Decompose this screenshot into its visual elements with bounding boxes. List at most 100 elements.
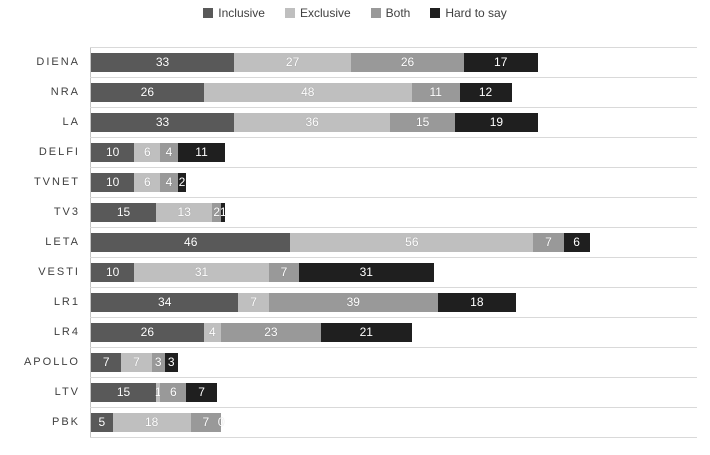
bar-segment-hard-to-say: 7 xyxy=(186,382,217,402)
legend-label: Hard to say xyxy=(445,6,507,20)
category-label-lr4: LR4 xyxy=(53,326,80,338)
gridline xyxy=(90,377,697,378)
gridline xyxy=(90,137,697,138)
bar-value-label: 10 xyxy=(105,265,120,279)
bar-segment-inclusive: 26 xyxy=(91,82,204,102)
bar-value-label: 26 xyxy=(400,55,415,69)
bar-segment-both: 4 xyxy=(160,142,178,162)
bar-segment-both: 39 xyxy=(268,292,438,312)
bar-value-label: 4 xyxy=(209,325,216,339)
bar-value-label: 7 xyxy=(198,385,205,399)
legend-item-hard-to-say: Hard to say xyxy=(430,6,507,20)
category-label-la: LA xyxy=(62,116,80,128)
legend-label: Inclusive xyxy=(218,6,265,20)
gridline xyxy=(90,227,697,228)
bar-segment-hard-to-say: 17 xyxy=(463,52,538,72)
category-label-leta: LETA xyxy=(45,236,80,248)
category-label-tv3: TV3 xyxy=(53,206,80,218)
bar-segment-hard-to-say: 6 xyxy=(563,232,590,252)
bar-value-label: 12 xyxy=(478,85,493,99)
bar-value-label: 33 xyxy=(155,55,170,69)
bar-row-pbk: 5 18 7 0 xyxy=(91,412,224,432)
bar-value-label: 48 xyxy=(301,85,315,99)
bar-segment-hard-to-say: 18 xyxy=(437,292,516,312)
bar-segment-inclusive: 26 xyxy=(91,322,204,342)
bar-segment-inclusive: 5 xyxy=(91,412,113,432)
bar-value-label: 26 xyxy=(140,325,155,339)
bar-segment-inclusive: 15 xyxy=(91,382,157,402)
bar-value-label: 7 xyxy=(102,355,110,369)
gridline xyxy=(90,317,697,318)
bar-segment-both: 7 xyxy=(190,412,222,432)
bar-value-label: 11 xyxy=(429,85,442,99)
bar-segment-exclusive: 6 xyxy=(134,172,161,192)
y-axis-line xyxy=(90,47,91,438)
bar-segment-both: 15 xyxy=(390,112,456,132)
bar-segment-inclusive: 10 xyxy=(91,142,135,162)
bar-segment-both: 26 xyxy=(351,52,464,72)
bar-segment-inclusive: 10 xyxy=(91,172,135,192)
category-label-nra: NRA xyxy=(50,86,80,98)
bar-segment-exclusive: 31 xyxy=(134,262,269,282)
category-label-pbk: PBK xyxy=(51,416,80,428)
legend-swatch-exclusive-icon xyxy=(284,8,295,18)
bar-segment-exclusive: 56 xyxy=(290,232,534,252)
bar-row-delfi: 10 6 4 11 xyxy=(91,142,226,162)
legend-swatch-both-icon xyxy=(370,8,381,18)
gridline xyxy=(90,167,697,168)
bar-value-label: 15 xyxy=(116,205,131,219)
bar-value-label: 34 xyxy=(158,295,172,309)
bar-value-label: 26 xyxy=(140,85,155,99)
bar-row-lr1: 34 7 39 18 xyxy=(91,292,516,312)
category-label-tvnet: TVNET xyxy=(33,176,80,188)
bar-segment-hard-to-say: 3 xyxy=(164,352,178,372)
bar-segment-exclusive: 27 xyxy=(234,52,352,72)
bar-value-label: 1 xyxy=(154,385,162,399)
bar-segment-exclusive: 7 xyxy=(121,352,152,372)
bar-value-label: 18 xyxy=(470,295,484,309)
bar-value-label: 7 xyxy=(250,295,257,309)
gridline xyxy=(90,287,697,288)
bar-segment-inclusive: 33 xyxy=(91,112,235,132)
bar-value-label: 0 xyxy=(217,415,225,429)
bar-value-label: 10 xyxy=(105,145,120,159)
legend-item-both: Both xyxy=(370,6,411,20)
bar-value-label: 39 xyxy=(346,295,360,309)
bar-row-la: 33 36 15 19 xyxy=(91,112,538,132)
bar-segment-hard-to-say: 31 xyxy=(299,262,434,282)
bar-segment-exclusive: 7 xyxy=(238,292,269,312)
bar-segment-exclusive: 48 xyxy=(203,82,412,102)
bar-value-label: 18 xyxy=(145,415,159,429)
legend-label: Both xyxy=(385,6,411,20)
bar-value-label: 31 xyxy=(194,265,209,279)
gridline xyxy=(90,347,697,348)
bar-segment-hard-to-say: 2 xyxy=(177,172,187,192)
category-label-apollo: APOLLO xyxy=(23,356,80,368)
bar-segment-exclusive: 18 xyxy=(112,412,191,432)
bar-segment-inclusive: 33 xyxy=(91,52,235,72)
legend-item-inclusive: Inclusive xyxy=(203,6,265,20)
bar-row-diena: 33 27 26 17 xyxy=(91,52,538,72)
category-label-lr1: LR1 xyxy=(53,296,80,308)
bar-segment-both: 2 xyxy=(212,202,222,222)
bar-value-label: 4 xyxy=(165,175,173,189)
bar-value-label: 7 xyxy=(133,355,140,369)
bar-value-label: 15 xyxy=(415,115,430,129)
gridline xyxy=(90,257,697,258)
bar-value-label: 2 xyxy=(213,205,221,219)
bar-value-label: 23 xyxy=(264,325,278,339)
bar-value-label: 13 xyxy=(177,205,191,219)
gridline xyxy=(90,197,697,198)
bar-value-label: 11 xyxy=(195,145,208,159)
bar-value-label: 56 xyxy=(405,235,419,249)
gridline xyxy=(90,47,697,48)
bar-segment-exclusive: 6 xyxy=(134,142,161,162)
bar-segment-hard-to-say: 12 xyxy=(459,82,512,102)
bar-value-label: 1 xyxy=(219,205,227,219)
category-label-diena: DIENA xyxy=(36,56,80,68)
gridline xyxy=(90,437,697,438)
bar-value-label: 7 xyxy=(202,415,210,429)
bar-value-label: 19 xyxy=(489,115,504,129)
bar-value-label: 3 xyxy=(154,355,162,369)
